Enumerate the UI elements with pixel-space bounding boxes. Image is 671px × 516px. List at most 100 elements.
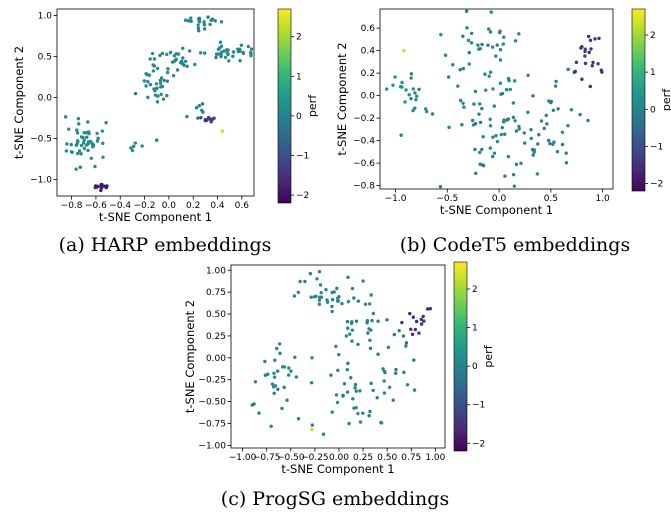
x-tick-label: 0.75: [401, 453, 421, 463]
scatter-point: [394, 367, 398, 372]
scatter-point: [335, 400, 340, 405]
scatter-point: [511, 172, 516, 177]
scatter-point: [75, 139, 80, 143]
scatter-point: [219, 20, 224, 24]
y-tick-label: −0.25: [198, 376, 226, 386]
scatter-point: [354, 319, 359, 323]
scatter-point: [414, 94, 419, 98]
scatter-point: [353, 382, 358, 387]
scatter-point: [346, 326, 350, 330]
x-tick-label: −0.50: [277, 453, 305, 463]
scatter-point: [491, 154, 495, 159]
scatter-point: [152, 57, 157, 61]
x-tick-label: −0.4: [109, 201, 131, 211]
scatter-point: [555, 149, 560, 154]
scatter-point: [159, 92, 163, 96]
scatter-point: [539, 119, 544, 123]
scatter-point: [153, 93, 158, 97]
scatter-point: [502, 35, 506, 39]
scatter-point: [321, 432, 326, 436]
scatter-point: [350, 328, 355, 332]
colorbar-gradient: [277, 8, 292, 204]
x-tick-label: 1.00: [425, 453, 445, 463]
scatter-point: [335, 286, 339, 291]
scatter-point: [214, 52, 219, 56]
scatter-point: [461, 66, 466, 71]
scatter-point: [368, 409, 372, 414]
scatter-point: [536, 142, 540, 146]
scatter-point: [166, 67, 170, 71]
scatter-point: [155, 66, 160, 71]
x-tick-label: 0.50: [377, 453, 397, 463]
scatter-point: [492, 151, 497, 155]
scatter-point: [185, 64, 189, 68]
scatter-point: [399, 133, 403, 137]
scatter-point: [587, 50, 591, 55]
scatter-point: [79, 152, 83, 156]
scatter-point: [414, 319, 419, 324]
scatter-point: [488, 117, 492, 121]
scatter-plot-codet5: −1.0 −0.5 0.0 0.5 1.0 −0.8 −0.6 −0.4 −0.2 0.0 0.2 0…: [335, 8, 614, 217]
scatter-point: [474, 171, 478, 176]
scatter-point: [271, 385, 276, 389]
scatter-point: [197, 104, 202, 108]
scatter-point: [315, 277, 319, 281]
scatter-point: [409, 76, 413, 80]
scatter-point: [487, 27, 491, 31]
scatter-point: [309, 380, 314, 385]
scatter-point: [358, 389, 362, 393]
scatter-point: [480, 106, 484, 111]
scatter-point: [363, 302, 368, 307]
x-tick-label: 0.6: [235, 201, 250, 211]
scatter-point: [278, 351, 282, 356]
y-tick-label: −1.0: [30, 176, 52, 186]
scatter-point: [287, 366, 291, 370]
scatter-point: [548, 141, 552, 146]
scatter-point: [236, 47, 240, 51]
scatter-point: [517, 127, 521, 131]
scatter-point: [491, 87, 495, 91]
scatter-point: [404, 341, 409, 345]
scatter-point: [404, 344, 408, 348]
scatter-point: [154, 82, 159, 86]
scatter-point: [414, 97, 418, 102]
scatter-plot-progsg: −1.00−0.75−0.50−0.25 0.00 0.25 0.50 0.75 1.00…: [183, 264, 446, 476]
scatter-point: [248, 50, 253, 55]
scatter-point: [324, 287, 328, 292]
scatter-point: [421, 314, 425, 319]
scatter-point: [239, 43, 244, 47]
scatter-point: [529, 136, 533, 141]
scatter-point: [317, 302, 322, 306]
scatter-point: [270, 382, 275, 386]
scatter-point: [196, 26, 201, 30]
scatter-point: [490, 45, 495, 49]
scatter-point: [348, 332, 352, 336]
scatter-point: [310, 356, 314, 360]
scatter-point: [203, 118, 208, 123]
scatter-point: [391, 83, 395, 87]
colorbar-tick-label: 2: [296, 33, 302, 43]
scatter-point: [161, 97, 166, 101]
scatter-point: [294, 375, 299, 379]
y-tick-label: 0.4: [361, 47, 376, 57]
scatter-point: [371, 388, 375, 393]
y-tick-label: 0.25: [206, 332, 226, 342]
scatter-point: [526, 73, 530, 78]
scatter-point: [196, 23, 200, 27]
scatter-point: [381, 367, 385, 371]
scatter-point: [347, 421, 351, 426]
scatter-point: [231, 54, 235, 59]
scatter-point: [340, 301, 344, 306]
colorbar-harp: −2 −1 0 1 2 perf: [277, 8, 319, 204]
scatter-point: [146, 95, 150, 100]
scatter-point: [354, 389, 359, 393]
scatter-point: [480, 42, 484, 47]
scatter-point: [469, 31, 474, 35]
x-tick-label: 0.00: [329, 453, 349, 463]
scatter-point: [78, 165, 82, 169]
scatter-point: [178, 60, 183, 65]
x-tick-label: −0.75: [253, 453, 281, 463]
scatter-point: [276, 387, 280, 391]
scatter-point: [469, 41, 474, 45]
scatter-point: [282, 365, 287, 369]
